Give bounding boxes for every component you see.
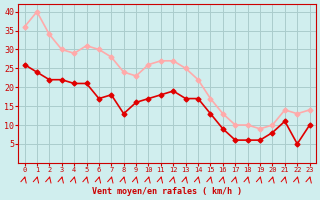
X-axis label: Vent moyen/en rafales ( km/h ): Vent moyen/en rafales ( km/h ) <box>92 187 242 196</box>
